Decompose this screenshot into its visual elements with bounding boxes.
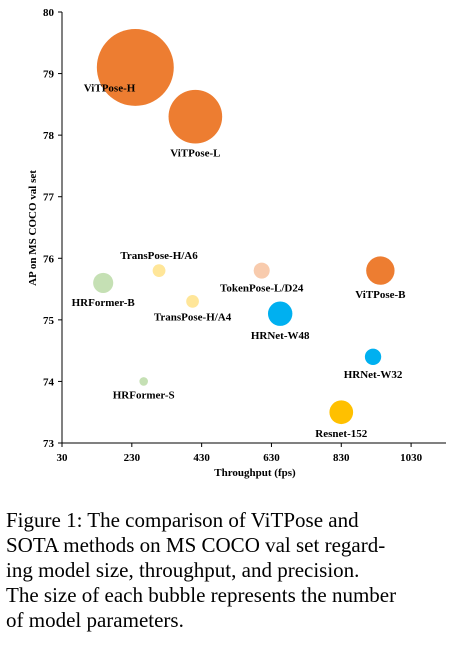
bubble-hrnet-w32	[364, 348, 382, 365]
bubble-chart: ViTPose-H ViTPose-L ViTPose-B TransPose-H/A…	[27, 7, 446, 479]
y-tick-label: 79	[43, 69, 55, 81]
bubble-label: TransPose-H/A4	[154, 312, 232, 324]
y-tick-label: 78	[43, 130, 55, 142]
figure-caption: Figure 1: The comparison of ViTPose and …	[6, 508, 468, 633]
caption-line: The size of each bubble represents the n…	[6, 583, 397, 607]
bubble-tokenpose-l-d24	[253, 262, 270, 279]
axes	[61, 12, 446, 444]
x-tick-label: 30	[57, 452, 69, 464]
bubble-layer	[93, 28, 395, 425]
caption-line: Figure 1: The comparison of ViTPose and	[6, 508, 359, 532]
bubble-resnet-152	[329, 400, 354, 425]
bubble-transpose-h-a6	[152, 264, 166, 278]
bubble-label: HRNet-W32	[344, 369, 403, 381]
y-tick-label: 75	[43, 315, 55, 327]
bubble-label: TokenPose-L/D24	[220, 283, 304, 295]
x-axis-title: Throughput (fps)	[214, 467, 296, 479]
caption-line: ing model size, throughput, and precisio…	[6, 558, 360, 582]
x-tick-label: 1030	[400, 452, 423, 464]
bubble-label: TransPose-H/A6	[120, 250, 198, 262]
bubble-label: HRNet-W48	[251, 330, 310, 342]
bubble-transpose-h-a4	[186, 295, 199, 308]
y-tick-labels: 73 74 75 76 77 78 79 80	[43, 7, 62, 450]
bubble-vitpose-h	[96, 28, 174, 106]
y-tick-label: 80	[43, 7, 55, 19]
bubble-label: Resnet-152	[315, 428, 367, 440]
y-axis-title: AP on MS COCO val set	[27, 170, 39, 286]
y-tick-label: 73	[43, 438, 55, 450]
x-tick-label: 430	[193, 452, 210, 464]
bubble-label-layer: ViTPose-H ViTPose-L ViTPose-B TransPose-H/A…	[72, 82, 407, 440]
y-tick-label: 76	[43, 253, 55, 265]
bubble-label: ViTPose-B	[355, 289, 406, 301]
bubble-label: ViTPose-H	[84, 82, 136, 94]
x-tick-label: 630	[263, 452, 280, 464]
bubble-label: HRFormer-S	[113, 390, 175, 402]
bubble-vitpose-b	[366, 256, 395, 285]
bubble-hrnet-w48	[267, 301, 293, 326]
y-tick-label: 77	[43, 192, 55, 204]
bubble-label: ViTPose-L	[170, 147, 220, 159]
caption-line: of model parameters.	[6, 608, 184, 632]
caption-line: SOTA methods on MS COCO val set regard-	[6, 533, 386, 557]
bubble-vitpose-l	[168, 89, 223, 144]
y-tick-label: 74	[43, 376, 55, 388]
bubble-hrformer-b	[93, 272, 114, 293]
x-tick-labels: 30 230 430 630 830 1030	[57, 443, 423, 464]
bubble-hrformer-s	[139, 377, 148, 386]
x-tick-label: 230	[124, 452, 141, 464]
bubble-label: HRFormer-B	[72, 297, 136, 309]
x-tick-label: 830	[333, 452, 350, 464]
